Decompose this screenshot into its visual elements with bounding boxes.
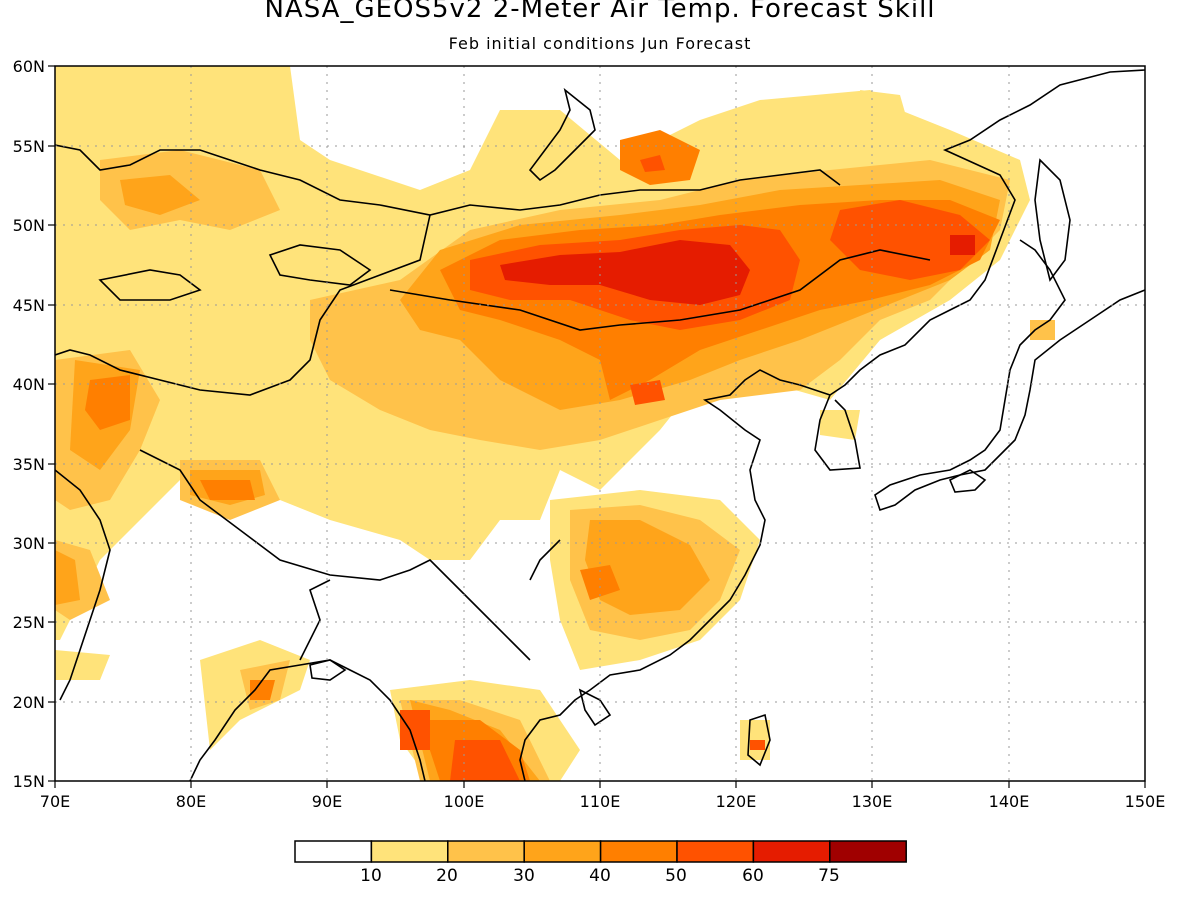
lat-tick-label: 25N: [13, 613, 45, 632]
lon-tick-label: 70E: [40, 792, 70, 811]
lon-tick-label: 90E: [312, 792, 342, 811]
legend-label: 30: [513, 866, 535, 886]
legend-color-box: [370, 840, 449, 863]
lat-tick-label: 55N: [13, 137, 45, 156]
legend-label: 10: [360, 866, 382, 886]
coastlines: [55, 69, 1145, 781]
legend-color-box: [829, 840, 907, 863]
legend-label: 75: [818, 866, 840, 886]
lon-tick-label: 150E: [1125, 792, 1166, 811]
map-title: NASA_GEOS5v2 2-Meter Air Temp. Forecast …: [264, 0, 936, 24]
legend-label: 50: [665, 866, 687, 886]
lat-tick-label: 45N: [13, 296, 45, 315]
legend-color-box: [599, 840, 678, 863]
lat-tick-label: 20N: [13, 693, 45, 712]
lon-tick-label: 120E: [716, 792, 757, 811]
tick-marks: [48, 65, 1146, 788]
legend-label: 40: [589, 866, 611, 886]
legend-boxes: [294, 840, 907, 863]
lon-tick-label: 130E: [852, 792, 893, 811]
legend-label: 20: [436, 866, 458, 886]
lon-tick-labels: 70E 80E 90E 100E 110E 120E 130E 140E 150…: [40, 792, 1166, 811]
lon-tick-label: 110E: [580, 792, 621, 811]
grid-lines: [55, 66, 1145, 781]
lat-tick-label: 35N: [13, 455, 45, 474]
lat-tick-label: 30N: [13, 534, 45, 553]
legend-label: 60: [742, 866, 764, 886]
legend-color-box: [752, 840, 831, 863]
skill-field: [55, 66, 1055, 781]
legend-color-box: [294, 840, 373, 863]
color-legend: 10 20 30 40 50 60 75: [294, 840, 907, 886]
lon-tick-label: 100E: [444, 792, 485, 811]
lat-tick-label: 50N: [13, 216, 45, 235]
lat-tick-label: 40N: [13, 375, 45, 394]
lon-tick-label: 140E: [989, 792, 1030, 811]
lon-tick-label: 80E: [176, 792, 206, 811]
lat-tick-label: 15N: [13, 772, 45, 791]
lat-tick-labels: 15N 20N 25N 30N 35N 40N 45N 50N 55N 60N: [13, 57, 45, 791]
map-subtitle: Feb initial conditions Jun Forecast: [448, 34, 752, 53]
lat-tick-label: 60N: [13, 57, 45, 76]
legend-color-box: [447, 840, 525, 863]
legend-color-box: [676, 840, 755, 863]
skill-level-60-75: [500, 235, 975, 305]
legend-color-box: [523, 840, 602, 863]
